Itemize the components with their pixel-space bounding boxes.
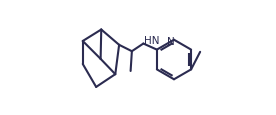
Text: N: N: [166, 36, 174, 46]
Text: HN: HN: [144, 35, 159, 45]
